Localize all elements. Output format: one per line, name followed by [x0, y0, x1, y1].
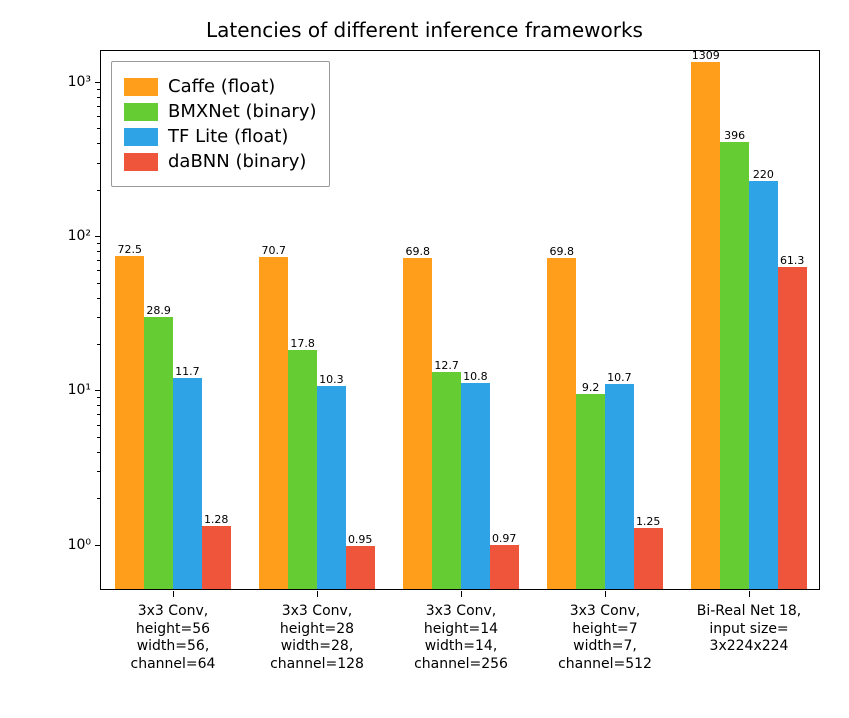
bar-value-label: 10.3 — [319, 373, 344, 386]
bar-value-label: 396 — [724, 129, 745, 142]
bar — [547, 258, 576, 589]
x-tick-mark — [749, 591, 750, 597]
bar-value-label: 1.25 — [636, 515, 661, 528]
bar — [288, 350, 317, 589]
bar — [259, 257, 288, 589]
x-tick-label: 3x3 Conv, height=28 width=28, channel=12… — [270, 603, 364, 673]
legend-swatch — [124, 78, 158, 96]
bar-value-label: 1309 — [692, 49, 720, 62]
bar-value-label: 17.8 — [290, 337, 315, 350]
bar — [432, 372, 461, 589]
bar — [634, 528, 663, 589]
chart-title: Latencies of different inference framewo… — [0, 18, 849, 42]
bar — [720, 142, 749, 589]
bar-value-label: 10.7 — [607, 371, 632, 384]
bar-value-label: 28.9 — [146, 304, 171, 317]
bar — [778, 267, 807, 589]
plot-area: 10⁰10¹10²10³3x3 Conv, height=56 width=56… — [100, 50, 820, 590]
bar — [403, 258, 432, 589]
legend: Caffe (float) BMXNet (binary) TF Lite (flo… — [111, 61, 330, 187]
bar-value-label: 220 — [753, 168, 774, 181]
legend-swatch — [124, 153, 158, 171]
bar — [461, 383, 490, 589]
x-tick-label: Bi-Real Net 18, input size= 3x224x224 — [697, 603, 801, 656]
y-tick-label: 10² — [68, 228, 101, 244]
bar-value-label: 61.3 — [780, 254, 805, 267]
y-tick-label: 10⁰ — [68, 537, 101, 553]
bar — [490, 545, 519, 589]
bar-value-label: 69.8 — [550, 245, 575, 258]
bar — [173, 378, 202, 589]
x-tick-label: 3x3 Conv, height=56 width=56, channel=64 — [131, 603, 216, 673]
bar — [144, 317, 173, 589]
bar-value-label: 12.7 — [434, 359, 459, 372]
legend-item: TF Lite (float) — [124, 126, 317, 147]
legend-label: BMXNet (binary) — [168, 101, 317, 122]
y-tick-label: 10³ — [68, 74, 101, 90]
bar — [605, 384, 634, 589]
bar — [317, 386, 346, 589]
bar-value-label: 10.8 — [463, 370, 488, 383]
legend-item: BMXNet (binary) — [124, 101, 317, 122]
y-tick-label: 10¹ — [68, 382, 101, 398]
legend-label: TF Lite (float) — [168, 126, 288, 147]
bar-value-label: 9.2 — [582, 381, 600, 394]
bar — [346, 546, 375, 589]
x-tick-label: 3x3 Conv, height=7 width=7, channel=512 — [558, 603, 652, 673]
bar-value-label: 70.7 — [262, 244, 287, 257]
legend-item: Caffe (float) — [124, 76, 317, 97]
x-tick-mark — [317, 591, 318, 597]
x-tick-mark — [605, 591, 606, 597]
bar-value-label: 72.5 — [118, 243, 143, 256]
bar-value-label: 69.8 — [406, 245, 431, 258]
bar-value-label: 11.7 — [175, 365, 200, 378]
x-tick-mark — [173, 591, 174, 597]
bar-value-label: 0.97 — [492, 532, 517, 545]
bar — [576, 394, 605, 589]
bar — [202, 526, 231, 589]
bar — [115, 256, 144, 589]
legend-item: daBNN (binary) — [124, 151, 317, 172]
bar — [691, 62, 720, 589]
legend-label: daBNN (binary) — [168, 151, 306, 172]
latency-chart: Latencies of different inference framewo… — [0, 0, 849, 718]
x-tick-label: 3x3 Conv, height=14 width=14, channel=25… — [414, 603, 508, 673]
x-tick-mark — [461, 591, 462, 597]
bar-value-label: 0.95 — [348, 533, 373, 546]
bar-value-label: 1.28 — [204, 513, 229, 526]
legend-label: Caffe (float) — [168, 76, 275, 97]
legend-swatch — [124, 103, 158, 121]
legend-swatch — [124, 128, 158, 146]
bar — [749, 181, 778, 589]
